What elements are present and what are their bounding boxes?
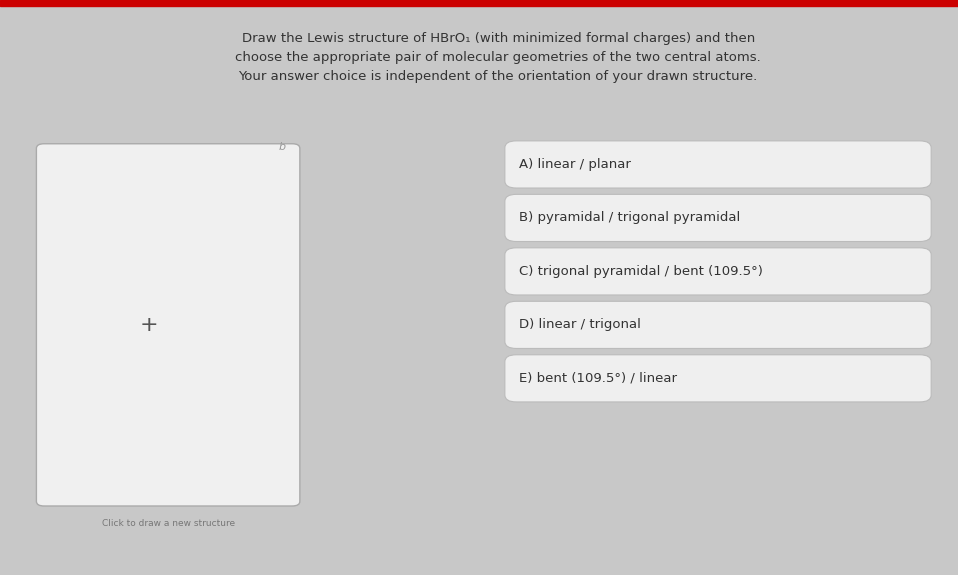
Text: Draw the Lewis structure of HBrO₁ (with minimized formal charges) and then
choos: Draw the Lewis structure of HBrO₁ (with … [236, 32, 761, 83]
Text: D) linear / trigonal: D) linear / trigonal [519, 319, 641, 331]
Text: +: + [139, 315, 158, 335]
Text: A) linear / planar: A) linear / planar [519, 158, 631, 171]
FancyBboxPatch shape [36, 144, 300, 506]
Text: b: b [279, 141, 286, 152]
FancyBboxPatch shape [505, 194, 931, 242]
Text: C) trigonal pyramidal / bent (109.5°): C) trigonal pyramidal / bent (109.5°) [519, 265, 764, 278]
FancyBboxPatch shape [505, 301, 931, 348]
Text: B) pyramidal / trigonal pyramidal: B) pyramidal / trigonal pyramidal [519, 212, 741, 224]
FancyBboxPatch shape [505, 248, 931, 295]
FancyBboxPatch shape [505, 141, 931, 188]
FancyBboxPatch shape [505, 355, 931, 402]
Bar [0, 0, 958, 6]
Text: Click to draw a new structure: Click to draw a new structure [103, 519, 235, 528]
Text: E) bent (109.5°) / linear: E) bent (109.5°) / linear [519, 372, 677, 385]
